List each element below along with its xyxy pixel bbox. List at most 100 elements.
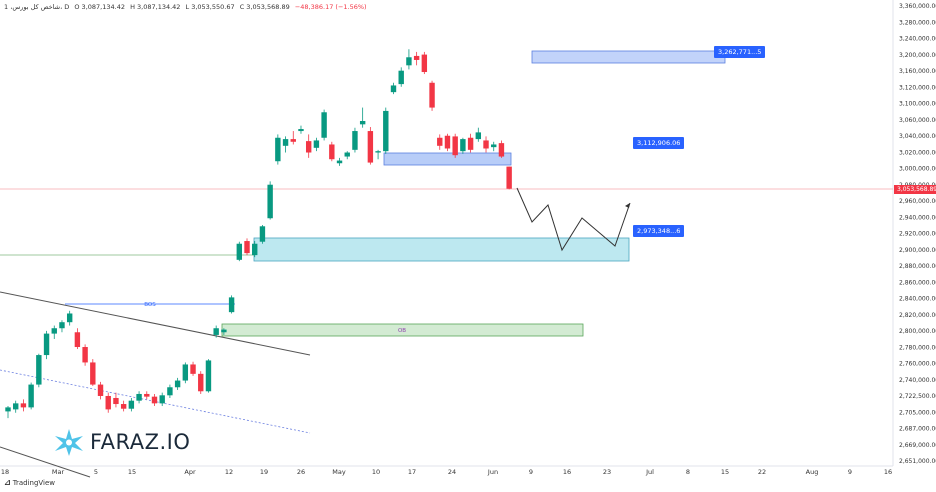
time-tick-label: 16 [563, 468, 571, 476]
candle-up[interactable] [298, 129, 304, 132]
candle-down[interactable] [120, 404, 127, 409]
candle-down[interactable] [144, 393, 150, 397]
price-tick-label: 2,860,000.00 [899, 279, 936, 286]
candle-down[interactable] [421, 54, 428, 73]
candle-down[interactable] [20, 403, 27, 408]
symbol-name[interactable]: 1 ،شاخص کل بورس، D [4, 3, 70, 11]
time-tick-label: Jun [487, 468, 498, 476]
time-tick-label: 15 [128, 468, 136, 476]
candle-down[interactable] [413, 55, 420, 60]
candle-down[interactable] [467, 137, 474, 150]
candle-up[interactable] [228, 297, 235, 313]
tv-icon: ⊿ [4, 478, 11, 487]
candle-up[interactable] [352, 131, 358, 150]
candle-down[interactable] [82, 347, 88, 363]
candle-up[interactable] [375, 151, 381, 153]
candle-up[interactable] [313, 140, 320, 148]
candle-up[interactable] [252, 243, 258, 256]
candle-down[interactable] [151, 396, 158, 404]
candle-up[interactable] [36, 355, 42, 385]
candle-up[interactable] [159, 395, 165, 404]
candle-up[interactable] [221, 329, 227, 333]
target-zone-high[interactable] [531, 50, 726, 64]
time-axis[interactable]: 18 Mar 5 15 Apr 12 19 26 May 10 17 24 Jun 9 16 23 Jul 8 15… [1, 468, 892, 476]
candle-up[interactable] [282, 139, 289, 146]
candle-up[interactable] [475, 132, 482, 140]
candle-up[interactable] [182, 364, 189, 381]
candle-up[interactable] [236, 243, 242, 260]
candle-up[interactable] [460, 139, 466, 152]
candle-down[interactable] [329, 144, 335, 160]
candle-down[interactable] [105, 395, 111, 410]
price-tick-label: 2,722,500.00 [899, 393, 936, 400]
candle-up[interactable] [383, 110, 389, 152]
demand-zone[interactable] [253, 237, 630, 262]
candle-down[interactable] [437, 137, 443, 146]
candle-up[interactable] [259, 226, 266, 242]
candle-up[interactable] [167, 387, 173, 396]
candle-down[interactable] [190, 364, 196, 374]
candle-up[interactable] [136, 393, 142, 401]
candle-down[interactable] [113, 397, 119, 405]
candle-up[interactable] [13, 403, 19, 410]
candle-up[interactable] [43, 333, 50, 356]
candle-down[interactable] [74, 332, 81, 348]
candle-up[interactable] [66, 313, 73, 323]
candle-down[interactable] [452, 136, 458, 156]
candle-up[interactable] [59, 322, 65, 329]
target-high-label[interactable]: 3,262,771...5 [714, 46, 766, 58]
candle-down[interactable] [244, 241, 250, 254]
price-tick-label: 2,651,000.00 [899, 458, 936, 465]
candle-up[interactable] [321, 112, 327, 138]
price-tick-label: 3,000,000.00 [899, 166, 936, 173]
price-axis[interactable]: 3,360,000.00 3,280,000.00 3,240,000.00 3,20… [899, 3, 936, 465]
candle-down[interactable] [97, 384, 104, 396]
candle-up[interactable] [213, 328, 219, 335]
candle-down[interactable] [90, 362, 96, 385]
candle-up[interactable] [205, 360, 212, 392]
candle-down[interactable] [429, 82, 435, 108]
candle-up[interactable] [390, 85, 397, 93]
candle-up[interactable] [336, 160, 343, 164]
candle-down[interactable] [305, 141, 312, 153]
channel-dashed-line[interactable] [0, 369, 311, 434]
candle-up[interactable] [359, 120, 366, 125]
time-tick-label: 16 [884, 468, 892, 476]
trendline-lower[interactable] [0, 446, 91, 478]
candle-up[interactable] [275, 137, 281, 162]
time-tick-label: 17 [408, 468, 416, 476]
price-tick-label: 3,040,000.00 [899, 133, 936, 140]
price-tick-label: 3,120,000.00 [899, 84, 936, 91]
candle-up[interactable] [174, 380, 181, 388]
candle-up[interactable] [267, 184, 273, 219]
candle-down[interactable] [290, 139, 296, 142]
time-tick-label: Mar [52, 468, 65, 476]
supply-zone[interactable] [383, 152, 512, 166]
tradingview-logo[interactable]: ⊿ TradingView [4, 478, 55, 487]
candle-up[interactable] [5, 407, 11, 412]
candle-down[interactable] [444, 135, 451, 149]
price-tick-label: 2,705,000.00 [899, 409, 936, 416]
time-tick-label: 15 [721, 468, 729, 476]
price-tick-label: 2,900,000.00 [899, 247, 936, 254]
candle-down[interactable] [198, 373, 204, 392]
time-tick-label: 10 [372, 468, 380, 476]
time-tick-label: 12 [225, 468, 233, 476]
candle-up[interactable] [491, 144, 497, 148]
candles [5, 49, 512, 419]
projection-path[interactable] [516, 187, 631, 252]
candle-down[interactable] [367, 131, 374, 163]
candle-up[interactable] [28, 384, 34, 408]
target-low-label[interactable]: 2,973,348...6 [633, 225, 685, 237]
trendline-upper[interactable] [0, 291, 311, 356]
candle-up[interactable] [406, 57, 412, 66]
candle-down[interactable] [498, 143, 505, 157]
candle-up[interactable] [398, 70, 404, 85]
candle-up[interactable] [128, 400, 135, 409]
candle-down[interactable] [483, 140, 489, 149]
candle-up[interactable] [344, 152, 350, 157]
candle-up[interactable] [51, 328, 57, 334]
target-mid-label[interactable]: 3,112,906.06 [633, 137, 685, 149]
candle-down[interactable] [506, 166, 512, 189]
